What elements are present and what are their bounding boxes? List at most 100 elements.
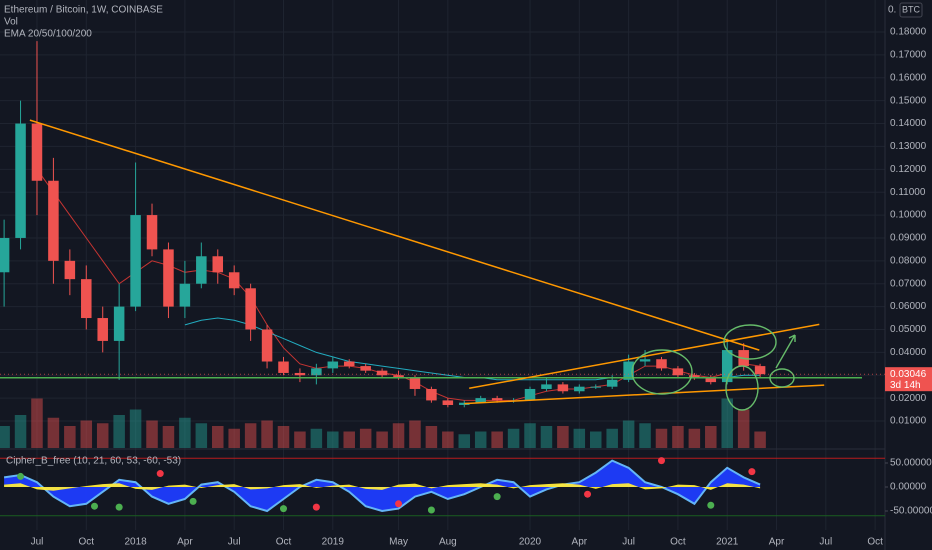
candle-body xyxy=(15,123,26,238)
y-tick-label: 0.01000 xyxy=(890,416,927,427)
trend-line xyxy=(29,119,760,351)
volume-bar xyxy=(376,431,388,448)
trend-line xyxy=(464,384,825,405)
volume-bar xyxy=(359,428,372,448)
volume-bar xyxy=(80,420,93,448)
signal-dot xyxy=(427,506,435,514)
x-tick-label: 2020 xyxy=(519,537,542,548)
volume-bar xyxy=(606,428,618,448)
candle-body xyxy=(557,384,569,392)
wave-line xyxy=(3,459,761,513)
circle-mark xyxy=(631,349,693,395)
x-tick-label: Jul xyxy=(31,537,44,548)
y-tick-label: 0.17000 xyxy=(890,50,927,61)
circle-mark xyxy=(769,368,795,388)
volume-bar xyxy=(524,423,536,448)
volume-bar xyxy=(31,398,43,448)
candle-body xyxy=(64,260,76,280)
y-tick-label: 0.10000 xyxy=(890,210,927,221)
y-tick-label: 0.13000 xyxy=(890,141,927,152)
candle-body xyxy=(212,256,224,273)
signal-dot xyxy=(493,493,501,501)
volume-bar xyxy=(244,423,257,448)
candle-layer xyxy=(0,41,766,408)
candle-body xyxy=(656,359,667,369)
candle-body xyxy=(459,402,470,405)
candle-body xyxy=(754,366,766,375)
volume-bar xyxy=(540,426,553,448)
currency: BTC xyxy=(902,4,921,14)
x-tick-label: 2019 xyxy=(322,537,345,548)
volume-bar xyxy=(96,423,109,448)
volume-bar xyxy=(409,420,421,448)
y-tick-label: 0.16000 xyxy=(890,72,927,83)
candle-body xyxy=(524,388,536,401)
axis-prefix: 0. xyxy=(888,5,896,16)
indicator-title: Cipher_B_free (10, 21, 60, 53, -60, -53) xyxy=(6,456,181,467)
signal-dot xyxy=(707,501,715,509)
x-tick-label: Oct xyxy=(867,537,883,548)
candle-body xyxy=(48,180,59,261)
y-tick-label: 0.18000 xyxy=(890,27,927,38)
candle-body xyxy=(146,215,158,250)
circle-mark xyxy=(723,324,777,360)
volume-bar xyxy=(129,409,142,448)
y-tick-label: 0.11000 xyxy=(890,187,926,198)
candle-body xyxy=(261,329,273,362)
volume-bar xyxy=(294,431,306,448)
volume-bar xyxy=(474,431,487,448)
x-tick-label: May xyxy=(389,537,408,548)
candle-body xyxy=(623,361,634,380)
x-tick-label: Apr xyxy=(177,537,193,548)
drawing-layer xyxy=(0,119,862,405)
volume-bar xyxy=(277,426,290,448)
candle-body xyxy=(81,279,92,319)
x-tick-label: Jul xyxy=(228,537,241,548)
signal-dot xyxy=(584,490,592,498)
x-tick-label: 2018 xyxy=(124,537,147,548)
signal-dot xyxy=(748,468,756,476)
currency-box xyxy=(899,2,923,18)
signal-dot xyxy=(156,470,164,478)
candle-body xyxy=(393,375,404,378)
y-tick-label: -50.00000 xyxy=(890,506,932,517)
volume-bar xyxy=(721,398,733,448)
candle-body xyxy=(442,400,454,405)
volume-bar xyxy=(179,417,191,448)
volume-bar xyxy=(113,415,125,448)
x-tick-label: Apr xyxy=(572,537,588,548)
candle-body xyxy=(343,361,355,367)
axes: Jul Oct 2018 Apr Jul Oct 2019 May Aug 2020 Apr Jul O… xyxy=(0,27,932,548)
volume-bar xyxy=(327,431,339,448)
volume-bar xyxy=(261,420,273,448)
volume-bar xyxy=(425,426,438,448)
volume-bar xyxy=(573,428,586,448)
signal-dot xyxy=(189,497,197,505)
volume-bar xyxy=(557,426,569,448)
signal-dot xyxy=(395,500,403,508)
signal-dot xyxy=(657,457,665,465)
volume-layer xyxy=(0,398,766,448)
candle-body xyxy=(113,306,125,341)
hand-drawn-marks xyxy=(631,324,796,411)
price-tag xyxy=(885,367,932,392)
volume-bar xyxy=(507,428,520,448)
candle-body xyxy=(590,386,602,388)
volume-bar xyxy=(737,409,750,448)
volume-bar xyxy=(622,420,635,448)
candle-body xyxy=(245,288,256,330)
candle-body xyxy=(311,368,322,376)
candle-body xyxy=(179,283,191,307)
x-tick-label: Aug xyxy=(439,537,457,548)
arrow xyxy=(775,334,796,369)
money-flow-area xyxy=(4,483,761,491)
volume-bar xyxy=(310,428,323,448)
candle-body xyxy=(606,379,618,387)
x-tick-label: Apr xyxy=(769,537,785,548)
candle-body xyxy=(0,237,10,273)
x-tick-label: Oct xyxy=(276,537,292,548)
candle-body xyxy=(360,366,371,371)
x-tick-label: Oct xyxy=(670,537,686,548)
legend-vol: Vol xyxy=(4,17,18,28)
candle-body xyxy=(639,359,651,362)
